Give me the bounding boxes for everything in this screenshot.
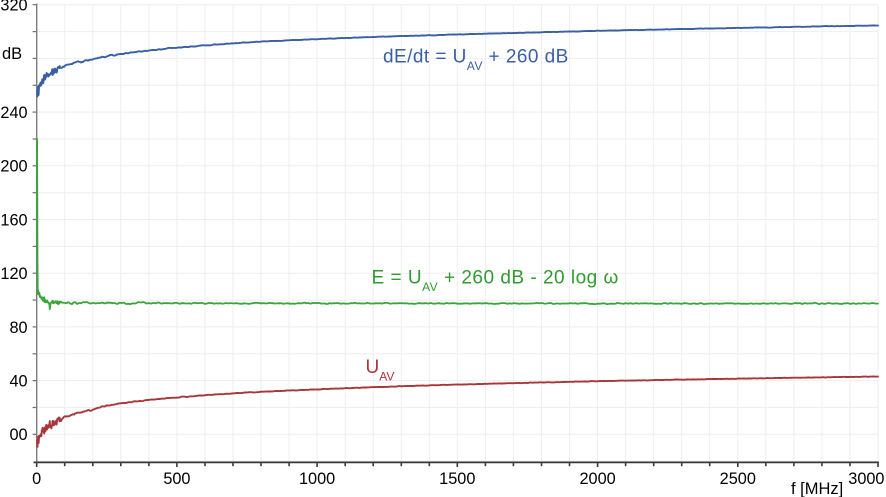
svg-text:3000: 3000 [848, 470, 884, 488]
svg-text:f [MHz]: f [MHz] [791, 480, 843, 497]
svg-text:160: 160 [0, 211, 27, 229]
svg-text:40: 40 [9, 373, 27, 391]
svg-text:dB: dB [2, 45, 22, 63]
svg-text:2500: 2500 [720, 470, 756, 488]
svg-text:1000: 1000 [299, 470, 335, 488]
svg-text:2000: 2000 [579, 470, 615, 488]
svg-text:120: 120 [0, 265, 27, 283]
svg-text:80: 80 [9, 319, 27, 337]
svg-text:00: 00 [9, 426, 27, 444]
svg-text:1500: 1500 [439, 470, 475, 488]
svg-text:240: 240 [0, 104, 27, 122]
svg-text:500: 500 [163, 470, 190, 488]
svg-text:0: 0 [32, 470, 41, 488]
svg-text:320: 320 [0, 0, 27, 15]
svg-text:200: 200 [0, 158, 27, 176]
